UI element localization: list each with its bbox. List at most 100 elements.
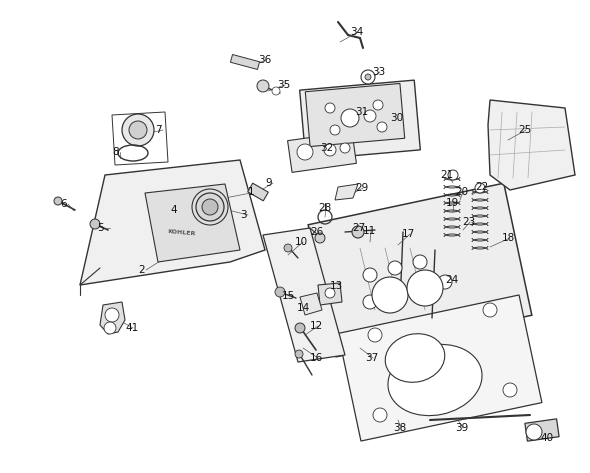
Text: KOHLER: KOHLER	[168, 229, 196, 236]
Circle shape	[325, 288, 335, 298]
Circle shape	[54, 197, 62, 205]
Polygon shape	[248, 183, 268, 201]
Ellipse shape	[388, 344, 482, 416]
Text: 14: 14	[297, 303, 310, 313]
Circle shape	[413, 281, 427, 295]
Polygon shape	[525, 419, 559, 441]
Circle shape	[284, 244, 292, 252]
Text: 23: 23	[462, 217, 476, 227]
Circle shape	[503, 383, 517, 397]
Circle shape	[295, 350, 303, 358]
Circle shape	[368, 328, 382, 342]
Text: 29: 29	[355, 183, 368, 193]
Polygon shape	[263, 228, 345, 362]
Text: 8: 8	[112, 147, 119, 157]
Polygon shape	[100, 302, 125, 334]
Text: 13: 13	[330, 281, 343, 291]
Circle shape	[352, 226, 364, 238]
Circle shape	[365, 74, 371, 80]
Text: 19: 19	[446, 198, 459, 208]
Circle shape	[483, 303, 497, 317]
Text: 21: 21	[440, 170, 453, 180]
Circle shape	[275, 287, 285, 297]
Text: 28: 28	[318, 203, 331, 213]
Circle shape	[324, 144, 336, 156]
Polygon shape	[305, 83, 405, 147]
Text: 39: 39	[455, 423, 468, 433]
Text: 24: 24	[445, 275, 458, 285]
Circle shape	[295, 323, 305, 333]
Circle shape	[272, 87, 280, 95]
Circle shape	[388, 261, 402, 275]
Circle shape	[105, 308, 119, 322]
Text: 22: 22	[475, 182, 489, 192]
Text: 12: 12	[310, 321, 323, 331]
Circle shape	[373, 100, 383, 110]
Circle shape	[388, 288, 402, 302]
Circle shape	[377, 122, 387, 132]
Text: 1: 1	[248, 187, 255, 197]
Text: 18: 18	[502, 233, 515, 243]
Circle shape	[315, 233, 325, 243]
Polygon shape	[318, 283, 342, 305]
Circle shape	[330, 125, 340, 135]
Circle shape	[372, 277, 408, 313]
Polygon shape	[335, 184, 358, 200]
Circle shape	[361, 70, 375, 84]
Circle shape	[196, 193, 224, 221]
Circle shape	[363, 295, 377, 309]
Polygon shape	[80, 160, 265, 285]
Circle shape	[413, 255, 427, 269]
Text: 33: 33	[372, 67, 385, 77]
Text: 41: 41	[125, 323, 138, 333]
Text: 20: 20	[455, 187, 468, 197]
Text: 3: 3	[240, 210, 247, 220]
Circle shape	[373, 408, 387, 422]
Text: 10: 10	[295, 237, 308, 247]
Circle shape	[340, 143, 350, 153]
Text: 27: 27	[352, 223, 365, 233]
Circle shape	[122, 114, 154, 146]
Text: 15: 15	[282, 291, 295, 301]
Circle shape	[448, 170, 458, 180]
Text: 36: 36	[258, 55, 271, 65]
Circle shape	[297, 144, 313, 160]
Text: 30: 30	[390, 113, 403, 123]
Text: 4: 4	[170, 205, 176, 215]
Polygon shape	[145, 184, 240, 262]
Text: 26: 26	[310, 227, 323, 237]
Text: 38: 38	[393, 423, 407, 433]
Circle shape	[407, 270, 443, 306]
Text: 25: 25	[518, 125, 531, 135]
Text: 40: 40	[540, 433, 553, 443]
Circle shape	[202, 199, 218, 215]
Polygon shape	[488, 100, 575, 190]
Circle shape	[364, 110, 376, 122]
Text: 34: 34	[350, 27, 363, 37]
Circle shape	[325, 103, 335, 113]
Text: 9: 9	[265, 178, 271, 188]
Polygon shape	[231, 54, 260, 70]
Circle shape	[129, 121, 147, 139]
Polygon shape	[300, 80, 420, 160]
Text: 5: 5	[97, 223, 104, 233]
Text: 37: 37	[365, 353, 378, 363]
Circle shape	[363, 268, 377, 282]
Text: 11: 11	[363, 226, 376, 236]
Circle shape	[341, 109, 359, 127]
Circle shape	[90, 219, 100, 229]
Ellipse shape	[385, 334, 445, 382]
Text: 7: 7	[155, 125, 162, 135]
Text: 17: 17	[402, 229, 415, 239]
Polygon shape	[308, 183, 532, 357]
Text: 6: 6	[60, 199, 67, 209]
Text: 35: 35	[277, 80, 290, 90]
Text: 32: 32	[320, 143, 333, 153]
Text: 16: 16	[310, 353, 323, 363]
Circle shape	[438, 275, 452, 289]
Polygon shape	[287, 131, 356, 172]
Circle shape	[475, 183, 485, 193]
Polygon shape	[300, 293, 322, 315]
Text: 31: 31	[355, 107, 368, 117]
Text: 2: 2	[138, 265, 145, 275]
